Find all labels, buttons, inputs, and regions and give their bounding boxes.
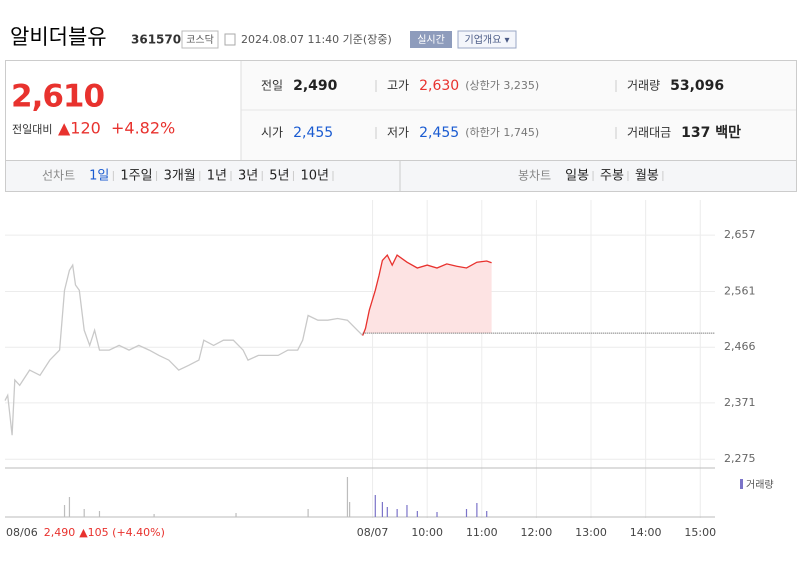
stat-label: 고가: [387, 79, 409, 93]
tab-group-label: 선차트: [42, 169, 75, 183]
stat-note: (하한가 1,745): [465, 125, 539, 139]
realtime[interactable]: 실시간: [417, 34, 445, 46]
prev-close: 2,490: [44, 526, 76, 539]
stat-label: 저가: [387, 126, 409, 140]
tab[interactable]: 1년: [207, 169, 227, 184]
volume-bar: [68, 497, 71, 517]
change: ▲120: [58, 119, 101, 138]
volume-bar: [349, 502, 351, 517]
volume-bar: [63, 505, 66, 517]
stat-label: 거래량: [627, 79, 660, 93]
tab[interactable]: 1일: [89, 169, 109, 184]
timestamp: 2024.08.07 11:40 기준(장중): [241, 33, 392, 46]
tab[interactable]: 월봉: [635, 169, 659, 184]
stat-value: 137 백만: [681, 125, 741, 141]
tab[interactable]: 10년: [300, 169, 329, 184]
price: 2,610: [11, 79, 104, 115]
x-tick-label: 13:00: [575, 526, 607, 539]
volume-bar: [386, 507, 388, 517]
tab[interactable]: 3개월: [164, 169, 196, 184]
tab[interactable]: 5년: [269, 169, 289, 184]
company-badge[interactable]: [457, 30, 517, 49]
stat-label: 시가: [261, 126, 283, 140]
tab[interactable]: 일봉: [565, 169, 589, 184]
x-tick-label: 08/07: [357, 526, 389, 539]
stock-code: 361570: [131, 33, 181, 47]
volume-bar: [406, 505, 408, 517]
volume-bar: [396, 509, 398, 517]
stock-name: 알비더블유: [10, 25, 107, 49]
price-line: [362, 253, 492, 336]
volume-bar: [486, 511, 488, 517]
volume-bar: [307, 509, 309, 517]
tab-group-label: 봉차트: [518, 169, 551, 183]
realtime-badge[interactable]: [410, 31, 452, 48]
tab-bar: [5, 160, 797, 192]
x-tick-label: 11:00: [466, 526, 498, 539]
volume-bar: [476, 503, 478, 517]
y-tick-label: 2,275: [724, 452, 756, 465]
stat-label: 거래대금: [627, 126, 671, 140]
price-line: [4, 263, 364, 436]
clock-icon: [224, 33, 236, 46]
area: [362, 255, 492, 336]
change-pct: +4.82%: [111, 119, 175, 138]
change-label: 전일대비: [12, 122, 52, 136]
volume-bar: [465, 509, 468, 517]
y-tick-label: 2,371: [724, 396, 756, 409]
legend-swatch: [740, 479, 743, 489]
stat-value: 53,096: [670, 78, 724, 94]
tab[interactable]: 1주일: [120, 169, 152, 184]
volume-bar: [374, 495, 376, 517]
volume-bar: [153, 514, 155, 517]
stat-value: 2,455: [293, 125, 333, 141]
market: 코스닥: [186, 34, 214, 46]
prev-change: ▲105 (+4.40%): [79, 526, 165, 539]
stat-label: 전일: [261, 79, 283, 93]
plot-frame: [5, 200, 715, 468]
volume-bar: [346, 477, 349, 517]
prev-date: 08/06: [6, 526, 38, 539]
x-tick-label: 10:00: [411, 526, 443, 539]
tab[interactable]: 주봉: [600, 169, 624, 184]
volume-bar: [436, 512, 438, 517]
stat-value: 2,490: [293, 78, 338, 94]
volume-bar: [235, 513, 237, 517]
market-badge: [181, 30, 219, 49]
volume-bar: [381, 502, 383, 517]
stat-note: (상한가 3,235): [465, 79, 539, 92]
y-tick-label: 2,657: [724, 228, 756, 241]
stat-value: 2,455: [419, 125, 459, 141]
x-tick-label: 12:00: [521, 526, 553, 539]
y-tick-label: 2,561: [724, 284, 756, 297]
volume-bar: [98, 511, 101, 517]
stat-value: 2,630: [419, 78, 459, 94]
volume-bar: [416, 511, 418, 517]
x-tick-label: 15:00: [684, 526, 716, 539]
tab[interactable]: 3년: [238, 169, 258, 184]
company[interactable]: 기업개요 ▾: [465, 33, 510, 46]
y-tick-label: 2,466: [724, 340, 756, 353]
volume-bar: [83, 509, 85, 517]
volume-label: 거래량: [746, 479, 774, 491]
x-tick-label: 14:00: [630, 526, 662, 539]
